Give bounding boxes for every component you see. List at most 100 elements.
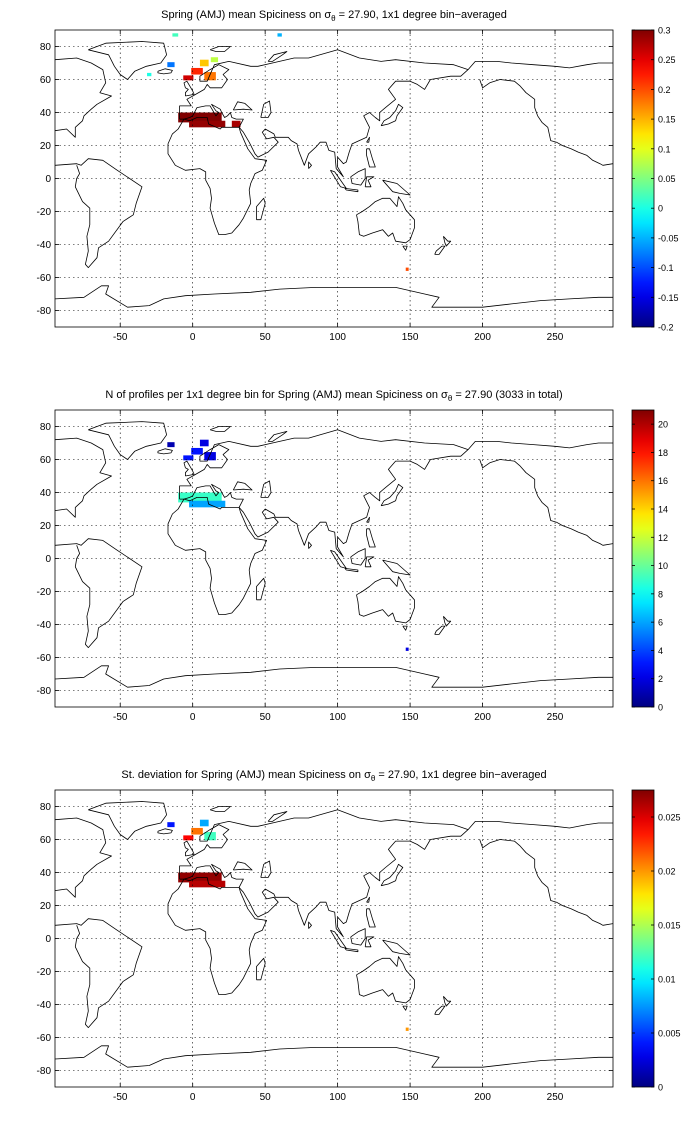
coastline — [209, 46, 231, 52]
x-tick-label: -50 — [113, 712, 128, 723]
y-tick-label: 80 — [40, 42, 52, 53]
y-tick-label: -60 — [37, 653, 52, 664]
coastline — [55, 817, 112, 898]
x-tick-label: 50 — [260, 1092, 272, 1103]
y-tick-label: -20 — [37, 967, 52, 978]
y-tick-label: 40 — [40, 868, 52, 879]
coastline — [179, 429, 469, 558]
coastline — [55, 1045, 613, 1068]
coastline — [55, 538, 143, 648]
x-tick-label: 150 — [402, 1092, 419, 1103]
y-tick-label: -80 — [37, 1066, 52, 1077]
colorbar-tick-label: 12 — [658, 533, 668, 543]
coastline — [179, 809, 469, 938]
x-tick-label: 0 — [190, 1092, 196, 1103]
y-tick-label: -80 — [37, 306, 52, 317]
coastline — [209, 806, 231, 812]
x-tick-label: 50 — [260, 712, 272, 723]
y-tick-label: 0 — [45, 174, 51, 185]
data-cell — [172, 33, 179, 37]
coastline — [308, 161, 312, 169]
coastline — [183, 80, 195, 97]
y-tick-label: -40 — [37, 620, 52, 631]
coastline — [55, 437, 112, 518]
y-tick-label: 60 — [40, 835, 52, 846]
y-tick-label: -60 — [37, 1033, 52, 1044]
colorbar-tick-label: 18 — [658, 448, 668, 458]
y-tick-label: -60 — [37, 273, 52, 284]
x-tick-label: 200 — [474, 712, 491, 723]
y-tick-label: -40 — [37, 240, 52, 251]
colorbar: 0 0.005 0.01 0.015 0.02 0.025 — [631, 789, 681, 1093]
x-tick-label: 100 — [329, 712, 346, 723]
data-cell — [189, 120, 226, 128]
colorbar-tick-label: 10 — [658, 561, 668, 571]
data-cell — [147, 72, 152, 77]
coastline — [443, 996, 452, 1007]
colorbar-tick-label: 16 — [658, 476, 668, 486]
y-tick-label: -20 — [37, 207, 52, 218]
coastline — [88, 421, 168, 460]
coastline — [344, 948, 359, 953]
y-tick-label: 60 — [40, 455, 52, 466]
y-tick-label: 40 — [40, 108, 52, 119]
coastline — [267, 51, 288, 62]
coastline — [55, 285, 613, 308]
x-tick-label: 250 — [547, 1092, 564, 1103]
coastlines — [55, 421, 613, 688]
grid — [55, 410, 613, 707]
data-cell — [191, 447, 203, 455]
colorbar-tick-label: 0.015 — [658, 921, 681, 931]
y-tick-label: 40 — [40, 488, 52, 499]
y-tick-label: 80 — [40, 802, 52, 813]
colorbar-tick-label: -0.05 — [658, 233, 679, 243]
coastline — [232, 861, 253, 871]
coastline — [267, 430, 288, 442]
coastline — [256, 197, 266, 221]
colorbar-tick-label: 0.3 — [658, 26, 671, 36]
coastline — [308, 921, 312, 929]
coastline — [256, 577, 266, 601]
coastline — [88, 41, 168, 80]
data-cell — [167, 442, 175, 448]
data-cell — [167, 822, 175, 828]
coastline — [55, 918, 143, 1028]
coastline — [260, 860, 272, 878]
coastline — [356, 576, 415, 624]
coastline — [382, 559, 411, 576]
y-tick-label: -40 — [37, 1000, 52, 1011]
coastline — [157, 68, 173, 75]
coastline — [467, 821, 613, 830]
x-tick-label: -50 — [113, 332, 128, 343]
y-tick-label: 0 — [45, 554, 51, 565]
x-tick-label: 0 — [190, 332, 196, 343]
coastline — [179, 49, 469, 178]
y-tick-label: 80 — [40, 422, 52, 433]
chart-panel-1: -50 0 50 100 150 200 250 -80 -60 -40 -20 0 20 40 60 80 S… — [37, 9, 679, 343]
data-cell — [199, 439, 209, 447]
coastline — [350, 548, 366, 566]
chart-title: N of profiles per 1x1 degree bin for Spr… — [105, 389, 562, 403]
coastline — [350, 928, 366, 946]
colorbar-tick-label: 0 — [658, 703, 663, 713]
y-tick-label: -80 — [37, 686, 52, 697]
colorbar-tick-label: -0.1 — [658, 263, 674, 273]
coastline — [183, 460, 195, 477]
data-cell — [183, 835, 194, 841]
y-tick-label: -20 — [37, 587, 52, 598]
coastline — [260, 480, 272, 498]
coastline — [443, 616, 452, 627]
colorbar-tick-label: 0.02 — [658, 867, 676, 877]
chart-panel-2: -50 0 50 100 150 200 250-80-60-40-20020406080N… — [37, 389, 668, 723]
data-cell — [405, 647, 409, 651]
coastline — [380, 103, 404, 127]
data-cell — [405, 267, 409, 271]
coastline — [209, 426, 231, 432]
coastline — [366, 908, 376, 928]
coastline — [366, 516, 370, 523]
coastline — [402, 245, 408, 251]
data-cell — [405, 1027, 409, 1031]
coastline — [380, 863, 404, 887]
coastline — [267, 811, 288, 822]
